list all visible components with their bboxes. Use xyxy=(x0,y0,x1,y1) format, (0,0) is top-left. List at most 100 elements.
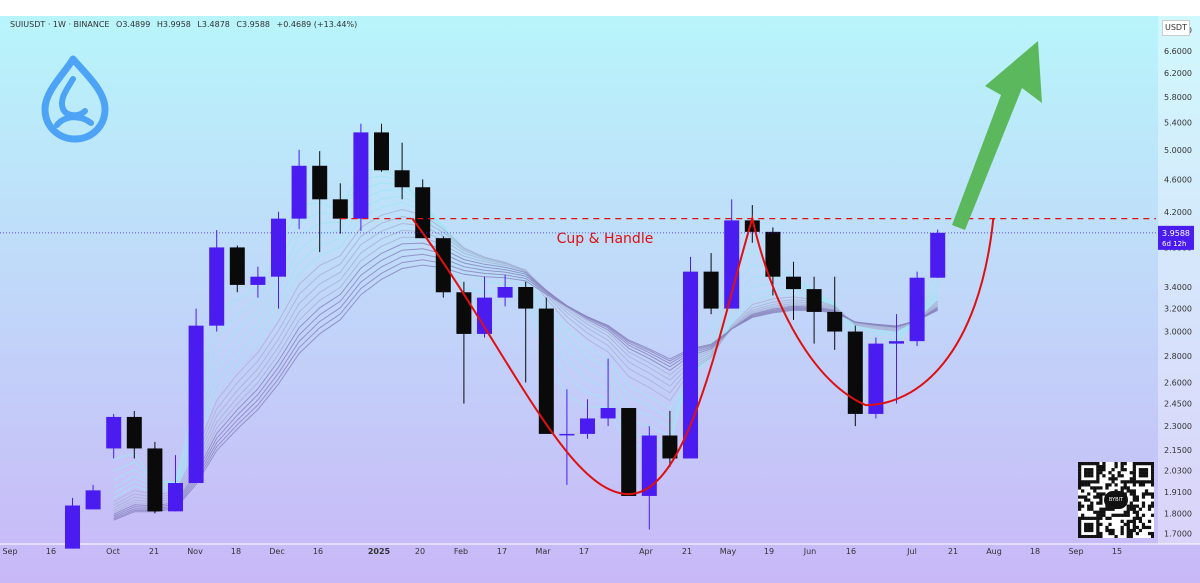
price-tick-label: 1.7000 xyxy=(1164,530,1192,539)
candle-body xyxy=(703,271,719,309)
qr-module xyxy=(1078,519,1082,523)
qr-module xyxy=(1105,516,1109,520)
qr-module xyxy=(1123,510,1127,514)
candle-body xyxy=(497,287,513,298)
qr-module xyxy=(1078,516,1082,520)
candles xyxy=(65,123,946,549)
qr-module xyxy=(1147,519,1152,523)
qr-module xyxy=(1138,480,1143,484)
qr-module xyxy=(1081,516,1085,520)
time-tick-label: 18 xyxy=(231,547,241,556)
qr-module xyxy=(1120,528,1124,533)
candle-body xyxy=(930,232,946,278)
qr-module xyxy=(1120,531,1124,536)
qr-module xyxy=(1132,465,1136,469)
qr-module xyxy=(1114,477,1118,481)
qr-module xyxy=(1087,507,1091,511)
qr-module xyxy=(1096,528,1100,533)
qr-module xyxy=(1126,504,1130,508)
candle-body xyxy=(332,199,348,219)
qr-module xyxy=(1114,489,1118,493)
qr-module xyxy=(1123,462,1127,466)
qr-module xyxy=(1102,510,1106,514)
candle-body xyxy=(621,407,637,496)
qr-module xyxy=(1096,534,1100,539)
symbol-label: SUIUSDT · 1W · BINANCE xyxy=(10,20,110,29)
qr-module xyxy=(1078,462,1082,466)
qr-module xyxy=(1150,513,1155,517)
qr-module xyxy=(1108,471,1112,475)
qr-module xyxy=(1105,528,1109,533)
candle-body xyxy=(147,448,163,512)
qr-module xyxy=(1144,492,1149,496)
time-tick-label: 18 xyxy=(1030,547,1040,556)
qr-module xyxy=(1150,504,1155,508)
qr-module xyxy=(1129,471,1133,475)
qr-module xyxy=(1099,516,1103,520)
overlays: Cup & Handle xyxy=(340,41,1156,496)
qr-module xyxy=(1078,495,1082,499)
candle-body xyxy=(827,311,843,332)
top-border xyxy=(0,0,1200,16)
qr-module xyxy=(1093,489,1097,493)
qr-module xyxy=(1081,504,1085,508)
qr-module xyxy=(1123,480,1127,484)
qr-module xyxy=(1147,462,1152,466)
qr-module xyxy=(1099,495,1103,499)
time-axis: Sep 16 Oct 21 Nov 18 Dec 16 2025 20 Feb 17 Mar 17 Apr 2… xyxy=(2,547,1122,556)
qr-module xyxy=(1150,480,1155,484)
price-tick-label: 6.2000 xyxy=(1164,69,1192,78)
qr-module xyxy=(1120,474,1124,478)
qr-module xyxy=(1093,462,1097,466)
candle-body xyxy=(518,287,534,309)
qr-module xyxy=(1090,486,1094,490)
cup-handle-label: Cup & Handle xyxy=(557,231,654,247)
candle-body xyxy=(106,416,122,449)
qr-module xyxy=(1147,492,1152,496)
qr-module xyxy=(1150,474,1155,478)
qr-module xyxy=(1090,501,1094,505)
qr-module xyxy=(1120,525,1124,530)
qr-module xyxy=(1132,522,1136,527)
qr-module xyxy=(1150,477,1155,481)
qr-module xyxy=(1123,513,1127,517)
qr-module xyxy=(1081,480,1085,484)
candle-body xyxy=(662,435,678,459)
sui-logo-icon xyxy=(41,55,109,143)
qr-module xyxy=(1132,495,1136,499)
qr-module xyxy=(1087,480,1091,484)
qr-module xyxy=(1078,501,1082,505)
qr-module xyxy=(1093,486,1097,490)
qr-module xyxy=(1108,522,1112,527)
qr-module xyxy=(1096,462,1100,466)
qr-module xyxy=(1102,492,1106,496)
qr-module xyxy=(1132,516,1136,520)
qr-module xyxy=(1093,534,1097,539)
qr-module xyxy=(1099,522,1103,527)
qr-module xyxy=(1117,471,1121,475)
price-tick-label: 5.0000 xyxy=(1164,146,1192,155)
current-price-label: 3.9588 xyxy=(1162,229,1190,238)
time-tick-label: 2025 xyxy=(368,547,391,556)
price-unit-button[interactable]: USDT xyxy=(1162,20,1190,36)
qr-module xyxy=(1132,480,1136,484)
qr-module xyxy=(1147,507,1152,511)
qr-module xyxy=(1096,480,1100,484)
qr-module xyxy=(1129,528,1133,533)
countdown-label: 6d 12h xyxy=(1162,240,1186,248)
qr-module xyxy=(1129,504,1133,508)
qr-module xyxy=(1078,480,1082,484)
qr-module xyxy=(1144,480,1149,484)
qr-module xyxy=(1138,507,1143,511)
candle-body xyxy=(374,132,389,171)
qr-module xyxy=(1081,483,1085,487)
qr-module xyxy=(1084,528,1088,533)
candle-body xyxy=(415,187,431,239)
qr-module xyxy=(1120,480,1124,484)
qr-module xyxy=(1090,462,1094,466)
qr-module xyxy=(1096,501,1100,505)
candle-body xyxy=(641,435,657,496)
qr-module xyxy=(1093,495,1097,499)
qr-module xyxy=(1099,471,1103,475)
